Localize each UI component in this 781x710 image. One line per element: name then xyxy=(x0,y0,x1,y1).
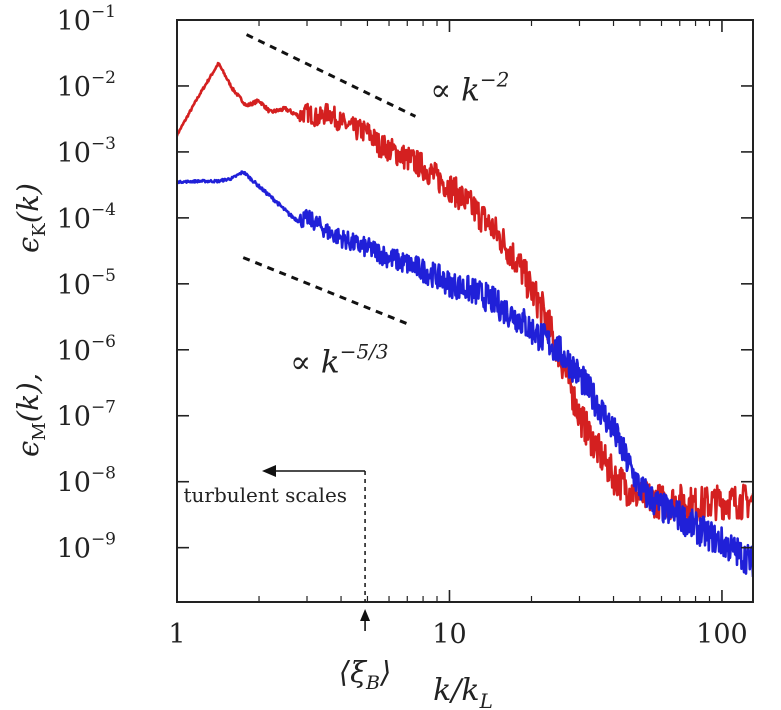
axis-ticks: 1 10 100 10−1 10−2 10−3 10−4 10−5 10−6 10−7 10−8 10… xyxy=(57,2,753,650)
y-tick-label: 10−3 xyxy=(57,134,116,169)
xi-b-label: ⟨ξB⟩ xyxy=(339,655,392,694)
reference-line-k-minus-5-3 xyxy=(242,256,412,327)
kinetic-spectrum-line xyxy=(177,61,753,523)
magnetic-spectrum-line xyxy=(177,170,753,578)
series-layer xyxy=(177,61,753,578)
x-tick-label: 1 xyxy=(168,619,185,650)
y-tick-label: 10−1 xyxy=(57,2,116,37)
annotation-k-minus-5-3: ∝ k−5/3 xyxy=(290,340,389,381)
turbulent-scales-label: turbulent scales xyxy=(183,483,347,507)
y-tick-label: 10−9 xyxy=(57,530,116,565)
y-axis-label-magnetic: ϵM(k), xyxy=(11,373,50,457)
annotation-k-minus-2: ∝ k−2 xyxy=(430,68,509,109)
x-tick-label: 100 xyxy=(696,619,748,650)
y-tick-label: 10−5 xyxy=(57,266,116,301)
reference-lines xyxy=(242,33,417,327)
y-tick-label: 10−6 xyxy=(57,332,116,367)
annotations: ∝ k−2 ∝ k−5/3 turbulent scales ⟨ξB⟩ xyxy=(183,68,509,694)
y-tick-label: 10−7 xyxy=(57,398,116,433)
arrowhead-left-icon xyxy=(262,465,276,477)
reference-line-k-minus-2 xyxy=(245,33,417,118)
y-tick-label: 10−2 xyxy=(57,68,116,103)
plot-frame xyxy=(176,19,754,603)
x-axis-label: k/kL xyxy=(433,673,493,710)
arrowhead-up-icon xyxy=(360,609,371,621)
y-tick-label: 10−4 xyxy=(57,200,116,235)
y-tick-label: 10−8 xyxy=(57,464,116,499)
y-axis-label-kinetic: ϵK(k) xyxy=(11,183,50,253)
x-tick-label: 10 xyxy=(432,619,466,650)
